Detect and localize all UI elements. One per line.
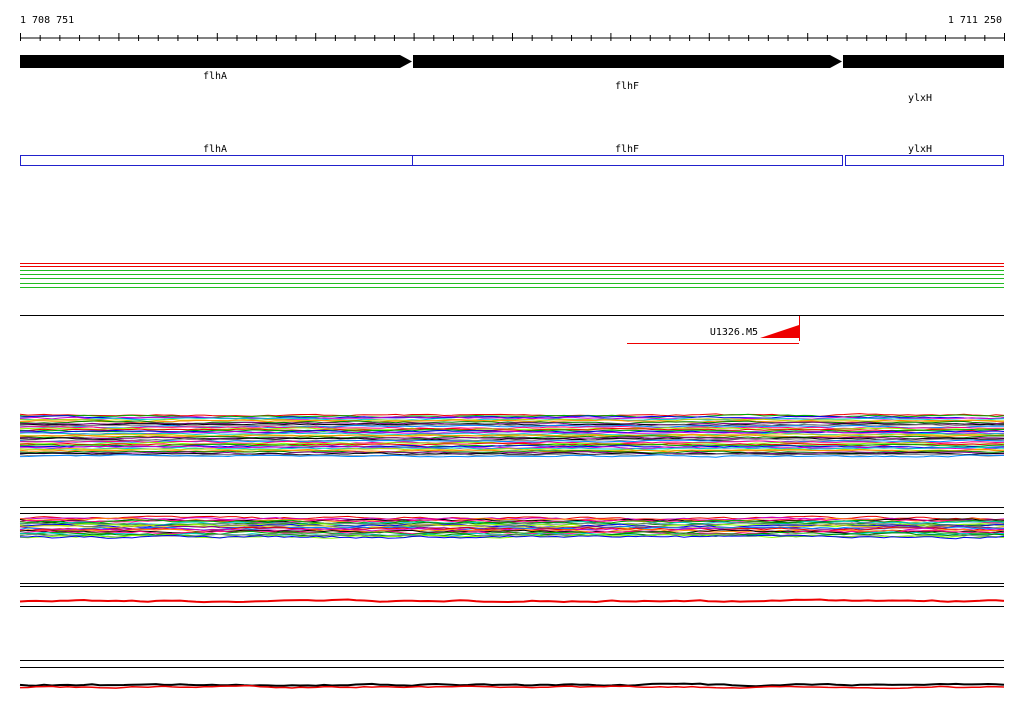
coverage-line	[19, 425, 1004, 430]
coverage-tracks	[19, 413, 1005, 690]
feature-label: flhF	[615, 144, 639, 155]
coverage-line	[19, 454, 1004, 458]
coverage-line	[19, 427, 1005, 432]
coverage-line	[19, 423, 1005, 428]
coverage-line	[19, 418, 1005, 423]
coverage-line	[19, 452, 1005, 456]
motif-triangle	[760, 325, 799, 338]
feature-label: flhA	[203, 144, 227, 155]
coverage-line	[19, 534, 1005, 540]
coverage-line	[19, 598, 1005, 604]
ruler-ticks	[20, 33, 1005, 41]
feature-box	[20, 155, 413, 166]
coverage-line	[19, 451, 1005, 455]
gene-arrow	[20, 55, 412, 68]
gene-label: flhF	[615, 81, 639, 92]
gene-label: flhA	[203, 71, 227, 82]
feature-label: ylxH	[908, 144, 932, 155]
coverage-line	[19, 416, 1005, 421]
gene-label: ylxH	[908, 93, 932, 104]
coverage-line	[19, 526, 1005, 532]
feature-track: flhA flhF ylxH	[20, 144, 1004, 166]
coverage-line	[19, 450, 1005, 454]
motif-track: U1326.M5	[20, 315, 1004, 344]
ruler-start: 1 708 751	[20, 15, 74, 26]
gene-arrow	[843, 55, 1004, 68]
coverage-line	[19, 434, 1005, 438]
coverage-line	[19, 421, 1005, 426]
coverage-line	[19, 527, 1005, 533]
coverage-line	[19, 532, 1005, 538]
coverage-line	[19, 682, 1005, 688]
coverage-line	[19, 448, 1005, 452]
coverage-line	[19, 433, 1005, 437]
coverage-line	[19, 430, 1005, 435]
gene-track: flhA flhF ylxH	[20, 55, 1004, 104]
ruler-end: 1 711 250	[948, 15, 1002, 26]
coverage-line	[19, 413, 1005, 417]
coverage-line	[19, 438, 1005, 442]
coverage-line	[20, 417, 1005, 422]
coverage-line	[19, 519, 1005, 525]
gene-arrow	[413, 55, 842, 68]
coverage-line	[19, 684, 1005, 690]
motif-label: U1326.M5	[710, 327, 758, 338]
feature-box	[845, 155, 1004, 166]
flat-tracks	[20, 263, 1004, 288]
coverage-line	[19, 422, 1005, 427]
feature-box	[412, 155, 843, 166]
coverage-line	[20, 440, 1005, 445]
